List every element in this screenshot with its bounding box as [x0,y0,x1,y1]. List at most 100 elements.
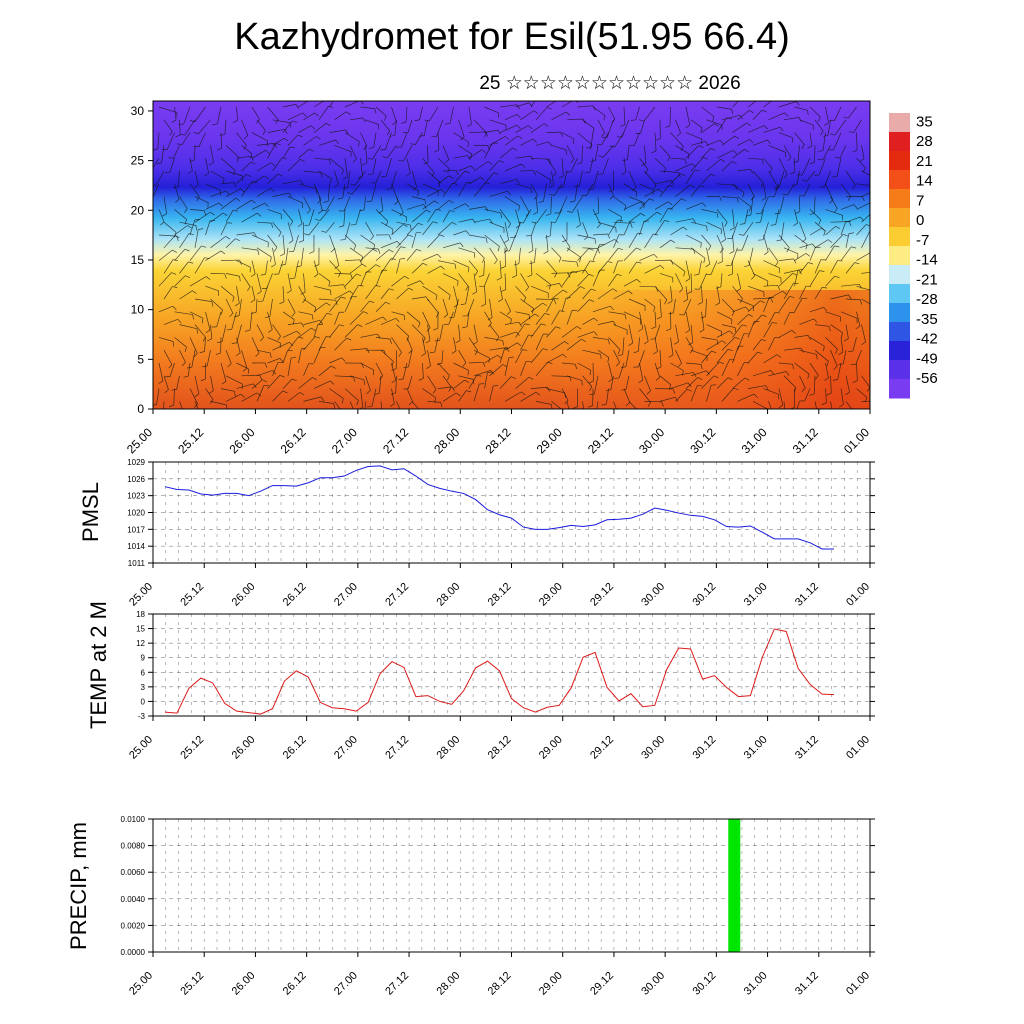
wind-barb-shaft [848,106,857,119]
wind-barb-flag [234,302,240,307]
wind-barb-shaft [411,401,420,409]
x-tick-label: 25.00 [127,970,155,998]
wind-barb-flag [542,302,548,307]
wind-barb-shaft [842,350,847,364]
wind-barb-flag [524,323,530,326]
wind-barb-flag [567,417,571,420]
wind-barb-shaft [834,119,847,136]
wind-barb-shaft [422,285,438,296]
wind-barb-shaft [861,170,870,176]
wind-barb-shaft [794,270,799,287]
wind-barb [558,158,564,179]
wind-barb [543,234,549,255]
wind-barb [635,119,645,135]
wind-barb-flag [184,248,190,252]
wind-barb-flag [598,155,604,158]
wind-barb-shaft [752,339,762,351]
wind-barb-shaft [546,157,557,173]
wind-barb [546,101,557,108]
wind-barb-shaft [411,296,427,300]
wind-barb-shaft [256,273,262,292]
wind-barb-shaft [156,388,160,405]
wind-barb-shaft [453,260,469,268]
wind-barb-shaft [577,331,595,338]
wind-barb-flag [668,184,674,187]
wind-barb-flag [513,263,519,266]
wind-barb [594,196,600,216]
wind-barb-shaft [643,106,656,122]
wind-barb-shaft [256,385,265,402]
wind-barb [380,258,397,274]
wind-barb [375,249,394,261]
wind-barb-shaft [514,222,521,238]
wind-barb-flag [843,338,849,342]
wind-barb-shaft [319,209,330,221]
wind-barb-shaft [760,196,769,214]
wind-barb-flag [528,376,534,380]
wind-barb-shaft [313,183,322,201]
wind-barb [267,311,273,333]
wind-barb-flag [589,393,595,396]
wind-barb-flag [547,387,551,392]
wind-barb-shaft [384,132,392,150]
wind-barb-shaft [179,350,186,363]
wind-barb-flag [304,233,309,236]
wind-barb-flag [506,310,511,316]
wind-barb-flag [422,262,428,266]
wind-barb [499,347,510,364]
wind-barb [189,276,211,287]
wind-barb [366,388,377,408]
wind-barb-flag [585,269,589,275]
wind-barb-flag [432,389,437,394]
wind-barb-shaft [298,327,312,338]
wind-barb-shaft [669,106,671,126]
wind-barb-shaft [639,362,644,381]
wind-barb-shaft [737,362,745,376]
wind-barb [608,247,624,261]
wind-barb [843,324,849,342]
wind-barb-shaft [489,324,500,338]
wind-barb-shaft [732,234,735,252]
wind-barb [747,385,769,391]
wind-barb-shaft [644,265,661,274]
wind-barb-shaft [427,401,441,403]
wind-barb [683,286,689,303]
x-tick-label: 26.12 [281,734,309,762]
wind-barb-flag [205,329,211,334]
wind-barb [421,337,426,357]
wind-barb-shaft [458,165,472,172]
wind-barb-shaft [298,183,317,189]
wind-barb [654,285,668,305]
wind-barb-flag [719,361,725,365]
wind-barb-shaft [597,320,614,325]
wind-barb [410,132,423,145]
wind-barb-flag [668,354,674,358]
wind-barb-shaft [730,247,738,266]
wind-barb [613,196,627,211]
wind-barb-shaft [685,337,694,350]
wind-barb [298,125,316,133]
wind-barb-flag [653,306,656,312]
wind-barb [778,258,797,264]
wind-barb [337,183,346,200]
wind-barb [732,306,750,313]
wind-barb-flag [710,173,716,177]
wind-barb-shaft [179,119,181,135]
wind-barb [236,260,251,273]
wind-barb-shaft [535,170,551,181]
wind-barb-shaft [840,221,847,236]
wind-barb-shaft [523,209,532,224]
wind-barb [442,392,461,402]
wind-barb [382,145,397,159]
wind-barb-flag [459,242,464,248]
wind-barb-flag [656,366,662,370]
wind-barb-flag [417,190,419,197]
wind-barb-shaft [644,170,657,186]
wind-barb-shaft [406,388,413,402]
wind-barb [256,188,275,197]
wind-barb-shaft [318,298,336,301]
wind-barb-flag [565,111,571,116]
wind-barb-flag [795,101,800,106]
wind-barb-flag [698,145,704,148]
wind-barb [282,350,293,364]
